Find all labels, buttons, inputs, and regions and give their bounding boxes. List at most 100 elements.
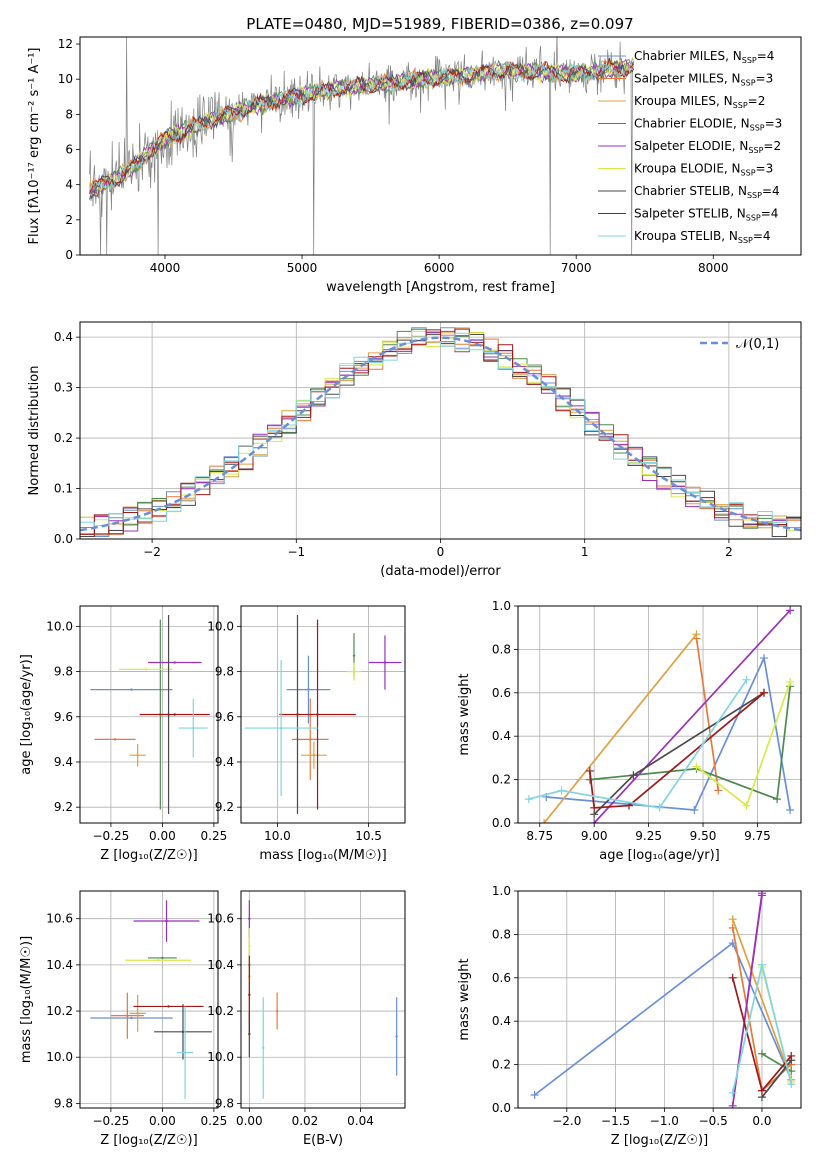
age-vs-mass-xtick-label: 10.5 [355,829,382,843]
age-vs-mass-xtick-label: 10.0 [264,829,291,843]
age-vs-mass-ytick-label: 10.0 [207,619,234,633]
age-vs-Z-xtick-label: −0.25 [93,829,130,843]
weight-marker [786,677,795,686]
weight-vs-age-xtick-label: 9.25 [635,829,662,843]
weight-vs-age-xtick-label: 9.50 [690,829,717,843]
data-point [383,661,387,664]
legend-label: Chabrier STELIB, NSSP=4 [634,184,780,200]
age-vs-mass-plot-area [244,615,402,814]
data-point [144,668,148,671]
data-point [136,753,139,757]
mass-vs-EBV-ytick-label: 9.8 [215,1096,234,1110]
weight-marker [759,688,768,697]
weight-vs-age-xlabel: age [log₁₀(age/yr)] [599,848,720,863]
weight-vs-Z-ytick-label: 0.2 [492,1058,511,1072]
weight-line [761,1053,792,1072]
data-point [352,654,356,657]
age-vs-Z-xtick-label: 0.00 [149,829,176,843]
spectrum-model-line [89,59,634,200]
spectrum-xtick-label: 8000 [698,261,729,275]
mass-vs-Z-frame [79,890,219,1109]
weight-vs-Z-ytick-label: 0.0 [492,1101,511,1115]
weight-marker [757,1086,766,1095]
chart-layer: 4000 5000 6000 7000 8000024681012wavelength … [19,36,802,1148]
mass-vs-Z-xtick-label: 0.25 [201,1114,228,1128]
data-point [181,1030,185,1034]
weight-line [731,918,792,1081]
weight-vs-Z-ytick-label: 1.0 [492,884,511,898]
weight-marker [787,1080,796,1089]
data-point [161,956,164,960]
age-vs-mass-ytick-label: 9.8 [215,665,234,679]
data-point [352,670,356,673]
data-point [312,753,316,757]
legend-label: Chabrier MILES, NSSP=4 [634,49,774,65]
residuals-xtick-label: −2 [143,545,161,559]
weight-marker [728,973,737,982]
weight-vs-age-ytick-label: 0.8 [492,642,511,656]
legend-label: Salpeter ELODIE, NSSP=2 [634,139,781,155]
mass-vs-Z-ytick-label: 10.6 [46,912,73,926]
mass-vs-EBV-ytick-label: 10.2 [207,1004,234,1018]
weight-vs-Z-xtick-label: −2.0 [552,1114,581,1128]
spectrum-model-line [89,58,634,198]
mass-vs-EBV-frame [240,890,406,1109]
data-point [113,738,117,741]
data-point [309,738,312,741]
weight-vs-age-ytick-label: 1.0 [492,599,511,613]
data-point [316,713,319,716]
data-point [248,917,251,920]
age-vs-Z-xtick-label: 0.25 [201,829,228,843]
spectrum-model-line [89,59,634,195]
spectrum-ytick-label: 4 [65,178,73,192]
weight-vs-Z-plot-area [530,891,796,1108]
weight-marker [690,805,699,814]
weight-vs-age-plot-area [524,606,795,823]
spectrum-frame [79,36,802,256]
weight-vs-Z-ylabel: mass weight [457,958,472,1040]
mass-vs-EBV-ytick-label: 10.0 [207,1050,234,1064]
data-point [248,993,251,997]
weight-vs-age-xtick-label: 9.00 [581,829,608,843]
data-point [192,726,195,730]
weight-vs-Z-xtick-label: −1.0 [650,1114,679,1128]
weight-marker [585,766,594,775]
mass-vs-EBV-xtick-label: 0.04 [347,1114,374,1128]
data-point [167,1005,170,1008]
age-vs-Z-ytick-label: 9.2 [54,800,73,814]
weight-marker [757,1049,766,1058]
weight-vs-Z-xlabel: Z [log₁₀(Z/Z☉)] [611,1133,708,1148]
residuals-ylabel: Normed distribution [27,366,42,496]
weight-vs-Z-ytick-label: 0.4 [492,1014,511,1028]
legend-label: Chabrier ELODIE, NSSP=3 [634,117,782,133]
residuals-ytick-label: 0.4 [54,330,73,344]
spectrum-xtick-label: 4000 [150,261,181,275]
weight-marker [557,786,566,795]
mass-vs-Z-ytick-label: 10.0 [46,1050,73,1064]
spectrum-model-line [89,59,634,198]
data-point [130,688,133,691]
weight-marker [787,1051,796,1060]
data-point [173,661,176,664]
age-vs-mass-ytick-label: 9.4 [215,755,234,769]
age-vs-Z-xlabel: Z [log₁₀(Z/Z☉)] [100,848,197,863]
weight-marker [692,630,701,639]
mass-vs-Z-ytick-label: 10.4 [46,958,73,972]
weight-line [695,638,720,791]
weight-marker [655,803,664,812]
age-vs-mass-frame [240,605,406,824]
spectrum-ytick-label: 10 [58,72,73,86]
age-vs-Z-ytick-label: 9.6 [54,710,73,724]
weight-vs-age-xtick-label: 8.75 [526,829,553,843]
weight-marker [590,803,599,812]
spectrum-ytick-label: 0 [65,248,73,262]
residuals-xtick-label: 0 [437,545,445,559]
weight-vs-Z-ytick-label: 0.8 [492,927,511,941]
age-vs-Z-frame [79,605,219,824]
mass-vs-EBV-ytick-label: 10.6 [207,912,234,926]
weight-vs-age-ytick-label: 0.2 [492,773,511,787]
weight-marker [629,771,638,780]
residuals-xlabel: (data-model)/error [380,564,501,579]
legend-label: Salpeter STELIB, NSSP=4 [634,207,778,223]
weight-vs-age-ytick-label: 0.0 [492,816,511,830]
